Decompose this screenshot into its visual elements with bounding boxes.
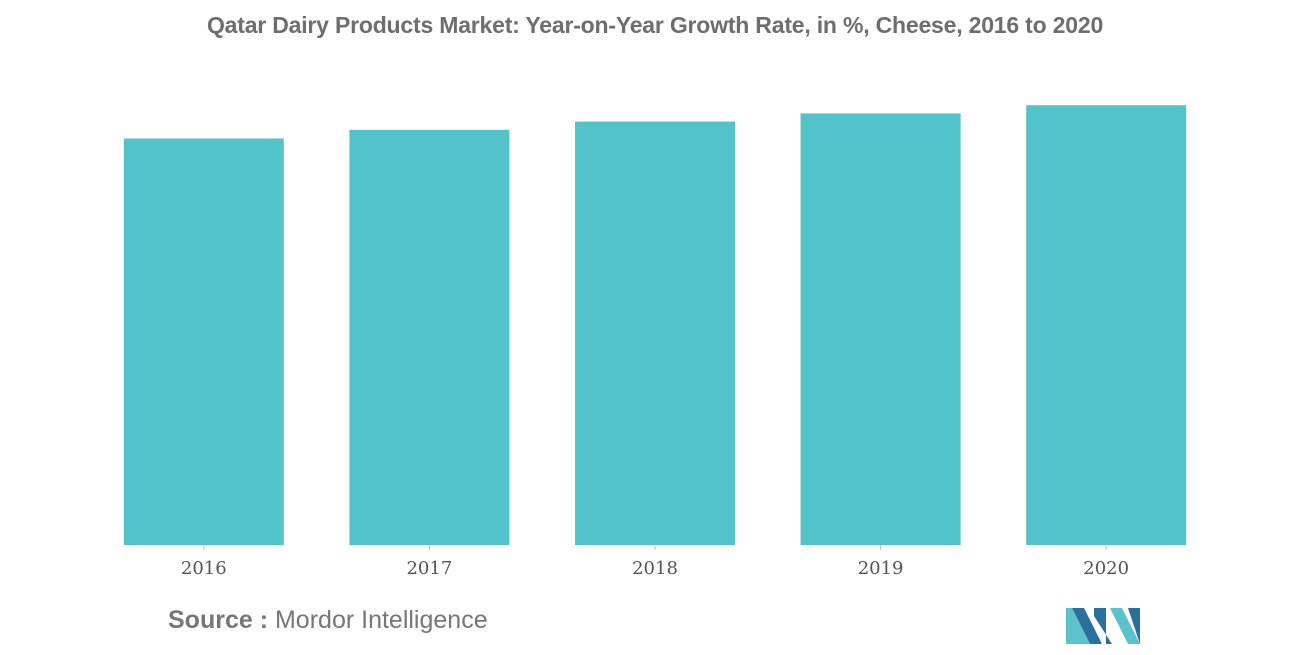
bar-2019 [800,113,961,546]
bar-2018 [575,121,735,545]
bar-2016 [123,138,284,545]
source-label: Source : [168,606,269,634]
source-note: Source : Mordor Intelligence [168,606,488,635]
logo-middle-stroke [1094,608,1112,644]
bar-2017 [349,129,510,546]
logo-left-peak [1072,608,1102,644]
x-tick-label-2019: 2019 [858,558,904,579]
mordor-intelligence-logo-icon [1066,608,1140,644]
chart-title: Qatar Dairy Products Market: Year-on-Yea… [206,12,1104,38]
logo-right-stroke [1128,608,1140,644]
source-text: Mordor Intelligence [274,606,488,634]
logo-right-peak [1110,608,1140,644]
logo-left-stroke [1066,608,1090,644]
x-tick-label-2020: 2020 [1083,558,1129,579]
x-tick-label-2017: 2017 [406,558,452,579]
bar-2020 [1026,105,1187,545]
x-tick-label-2018: 2018 [632,558,678,579]
x-tick-label-2016: 2016 [181,558,227,579]
